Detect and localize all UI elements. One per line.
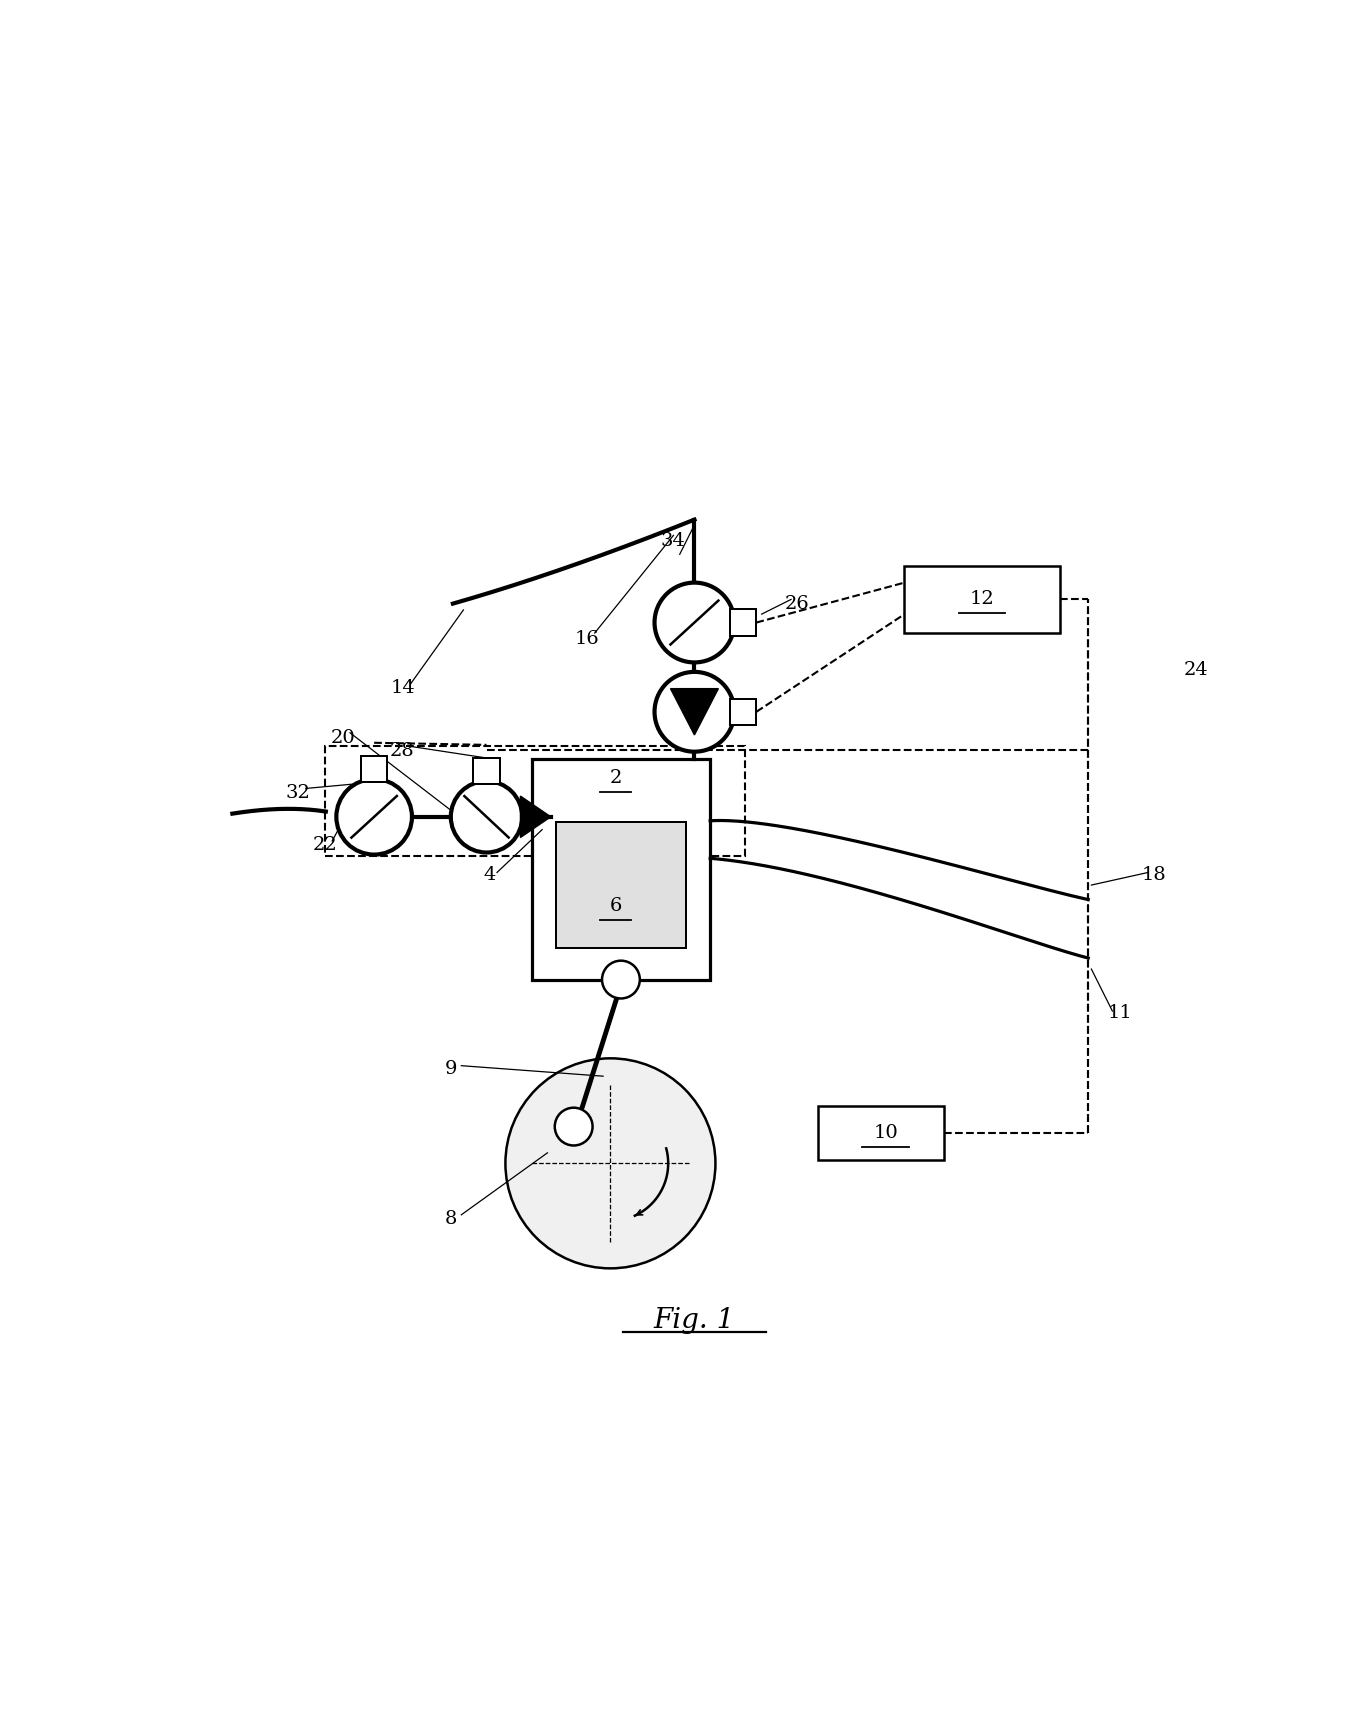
Text: 2: 2 [610, 768, 622, 787]
Bar [360, 756, 388, 782]
Text: 34: 34 [661, 532, 686, 549]
Text: 11: 11 [1107, 1004, 1133, 1021]
Text: 4: 4 [484, 866, 496, 883]
Bar [473, 758, 500, 784]
Polygon shape [671, 688, 718, 736]
Circle shape [554, 1107, 592, 1145]
Circle shape [602, 960, 640, 999]
Text: 20: 20 [331, 729, 355, 748]
Bar [531, 760, 710, 980]
Text: 24: 24 [1184, 660, 1209, 679]
Circle shape [654, 672, 734, 751]
Bar [905, 566, 1060, 633]
Text: 14: 14 [390, 679, 415, 696]
Text: 26: 26 [785, 595, 810, 613]
Bar [818, 1105, 944, 1160]
Text: 32: 32 [285, 784, 310, 802]
Text: 28: 28 [390, 741, 415, 760]
Text: 12: 12 [970, 590, 995, 609]
Circle shape [505, 1059, 715, 1268]
Text: Fig. 1: Fig. 1 [654, 1307, 734, 1335]
Text: 6: 6 [610, 897, 622, 915]
Bar [730, 698, 756, 725]
Bar [325, 746, 745, 856]
Polygon shape [520, 796, 550, 837]
Bar [730, 609, 756, 636]
Text: 18: 18 [1142, 866, 1167, 883]
Text: 22: 22 [313, 837, 337, 854]
Text: 16: 16 [575, 630, 600, 648]
Text: 9: 9 [444, 1059, 457, 1078]
Text: 8: 8 [444, 1210, 457, 1228]
Circle shape [451, 782, 522, 852]
Bar [556, 821, 686, 948]
Text: 10: 10 [873, 1124, 898, 1141]
Circle shape [336, 779, 412, 854]
Circle shape [654, 583, 734, 662]
